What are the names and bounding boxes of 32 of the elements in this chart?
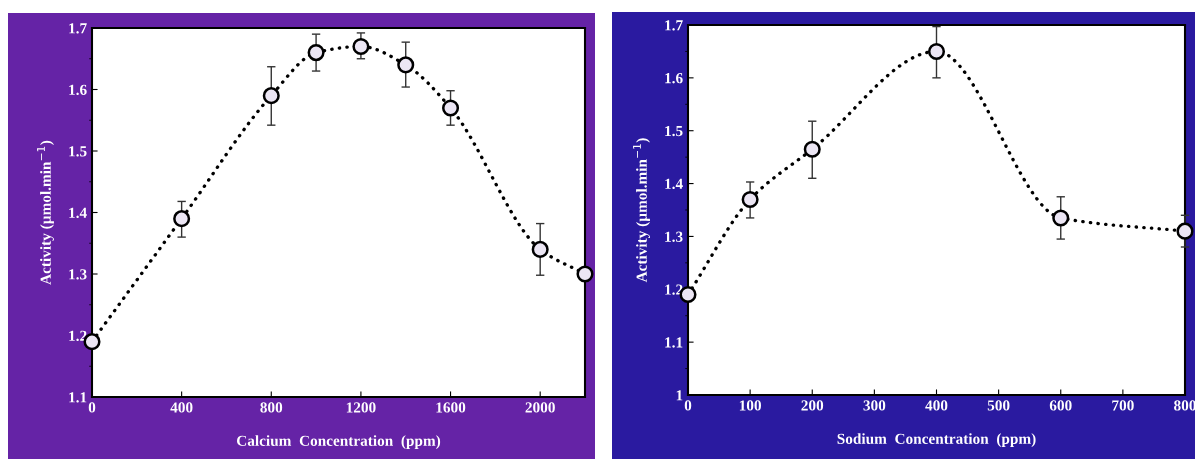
y-tick-label: 1.1 <box>665 337 683 348</box>
y-axis-title: Activity (µmol.min$^{−1}$) <box>633 138 650 283</box>
y-axis-title: Activity (µmol.min$^{−1}$) <box>37 140 54 285</box>
x-tick-label: 200 <box>801 400 824 411</box>
x-tick-label: 0 <box>684 400 692 411</box>
y-tick-label: 1.4 <box>69 207 87 219</box>
x-tick-label: 1600 <box>436 402 466 413</box>
y-tick-label: 1.5 <box>665 125 683 137</box>
y-tick-label: 1.5 <box>69 146 87 157</box>
x-tick-label: 400 <box>925 400 948 411</box>
y-tick-label: 1.3 <box>69 269 87 280</box>
x-tick-label: 600 <box>1049 400 1072 411</box>
y-tick-label: 1.7 <box>665 20 683 31</box>
y-tick-label: 1.6 <box>69 84 87 96</box>
y-tick-label: 1 <box>676 390 683 401</box>
y-tick-label: 1.6 <box>665 73 683 84</box>
x-tick-label: 800 <box>1174 400 1195 411</box>
y-tick-label: 1.1 <box>69 392 87 403</box>
x-tick-label: 800 <box>260 402 283 413</box>
x-tick-label: 500 <box>987 400 1010 411</box>
x-tick-label: 2000 <box>525 402 555 413</box>
x-axis-title: Sodium Concentration (ppm) <box>837 433 1036 448</box>
y-tick-label: 1.4 <box>665 178 683 190</box>
y-tick-label: 1.3 <box>665 231 683 242</box>
x-axis-title: Calcium Concentration (ppm) <box>236 435 441 450</box>
x-tick-label: 100 <box>739 400 761 411</box>
x-tick-label: 700 <box>1112 400 1134 411</box>
x-tick-label: 300 <box>863 400 886 411</box>
x-tick-label: 1200 <box>346 402 376 413</box>
x-tick-label: 400 <box>170 402 193 413</box>
y-tick-label: 1.7 <box>69 23 87 34</box>
x-tick-label: 0 <box>88 402 96 413</box>
